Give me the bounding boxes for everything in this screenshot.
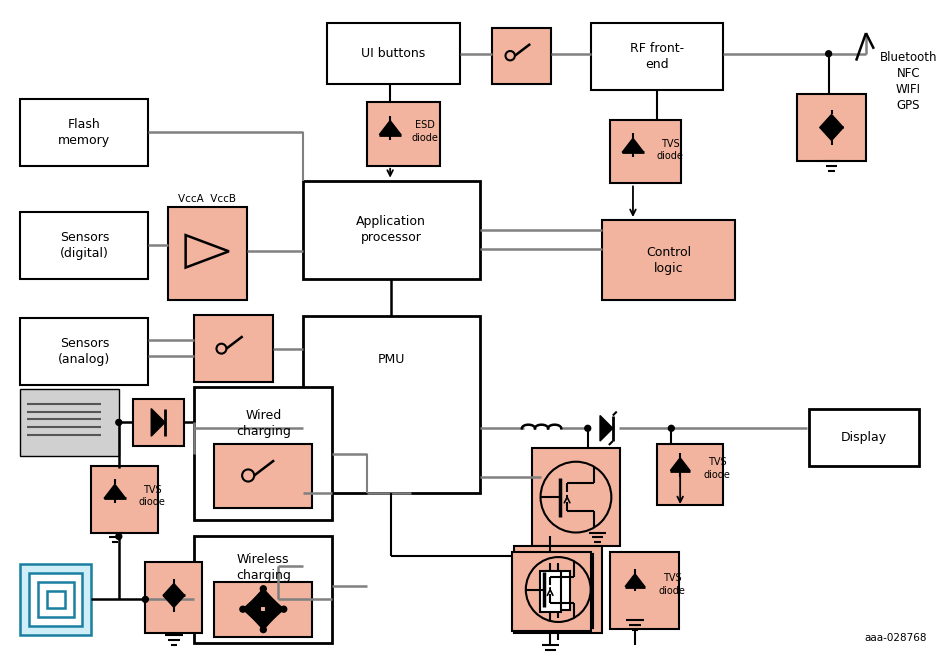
Text: TVS
diode: TVS diode [139,485,165,507]
Bar [532,448,620,546]
Bar [303,316,480,494]
Bar [21,99,148,166]
Bar [327,23,460,84]
Bar [21,389,119,456]
Bar [540,571,561,612]
Circle shape [116,419,122,425]
Bar [214,444,313,508]
Bar [809,409,919,466]
Text: Display: Display [841,430,887,443]
Polygon shape [163,595,184,607]
Bar [38,582,73,617]
Circle shape [260,586,266,592]
Bar [303,180,480,279]
Polygon shape [248,613,279,630]
Text: Wireless
charging: Wireless charging [236,553,291,582]
Bar [656,444,723,505]
Circle shape [826,51,831,57]
Text: TVS
diode: TVS diode [656,139,683,161]
Bar [512,552,591,631]
Polygon shape [266,594,284,625]
Bar [21,318,148,385]
Bar [29,573,83,626]
Circle shape [142,596,148,602]
Polygon shape [104,484,125,498]
Bar [610,120,681,184]
Text: Sensors
(digital): Sensors (digital) [60,231,109,260]
Bar [523,554,593,628]
Bar [21,212,148,279]
Circle shape [281,606,287,612]
Text: Flash
memory: Flash memory [58,118,110,147]
Circle shape [240,606,246,612]
Polygon shape [820,128,844,140]
Polygon shape [248,589,279,606]
Bar [145,562,202,633]
Bar [797,94,866,161]
Bar [492,28,551,84]
Circle shape [116,534,122,540]
Text: Control
logic: Control logic [646,245,691,274]
Bar [91,466,158,532]
Text: UI buttons: UI buttons [361,47,426,61]
Polygon shape [622,138,644,153]
Polygon shape [600,415,613,441]
Text: aaa-028768: aaa-028768 [864,632,927,643]
Polygon shape [151,409,165,436]
Text: Wired
charging: Wired charging [236,409,291,438]
Bar [195,536,332,643]
Bar [214,582,313,637]
Circle shape [260,626,266,632]
Polygon shape [163,584,184,595]
Polygon shape [379,120,401,135]
Bar [367,102,440,166]
Bar [514,546,602,633]
Text: TVS
diode: TVS diode [704,457,731,480]
Bar [21,564,91,635]
Circle shape [669,425,674,431]
Bar [591,23,723,90]
Polygon shape [671,458,690,470]
Text: PMU: PMU [377,353,405,366]
Text: ESD
diode: ESD diode [411,120,439,143]
Text: RF front-
end: RF front- end [630,42,684,71]
Polygon shape [625,574,645,586]
Bar [602,220,735,301]
Text: Application
processor: Application processor [356,215,426,244]
Bar [133,399,183,446]
Bar [195,387,332,520]
Bar [168,207,247,301]
Text: TVS
diode: TVS diode [658,573,685,595]
Polygon shape [820,114,844,128]
Bar [610,552,679,629]
Text: Bluetooth
NFC
WIFI
GPS: Bluetooth NFC WIFI GPS [880,51,938,112]
Polygon shape [243,594,260,625]
Circle shape [585,425,591,431]
Bar [47,590,65,608]
Bar [195,315,274,382]
Bar [546,571,570,610]
Text: VccA  VccB: VccA VccB [179,194,237,204]
Text: Sensors
(analog): Sensors (analog) [58,337,110,366]
